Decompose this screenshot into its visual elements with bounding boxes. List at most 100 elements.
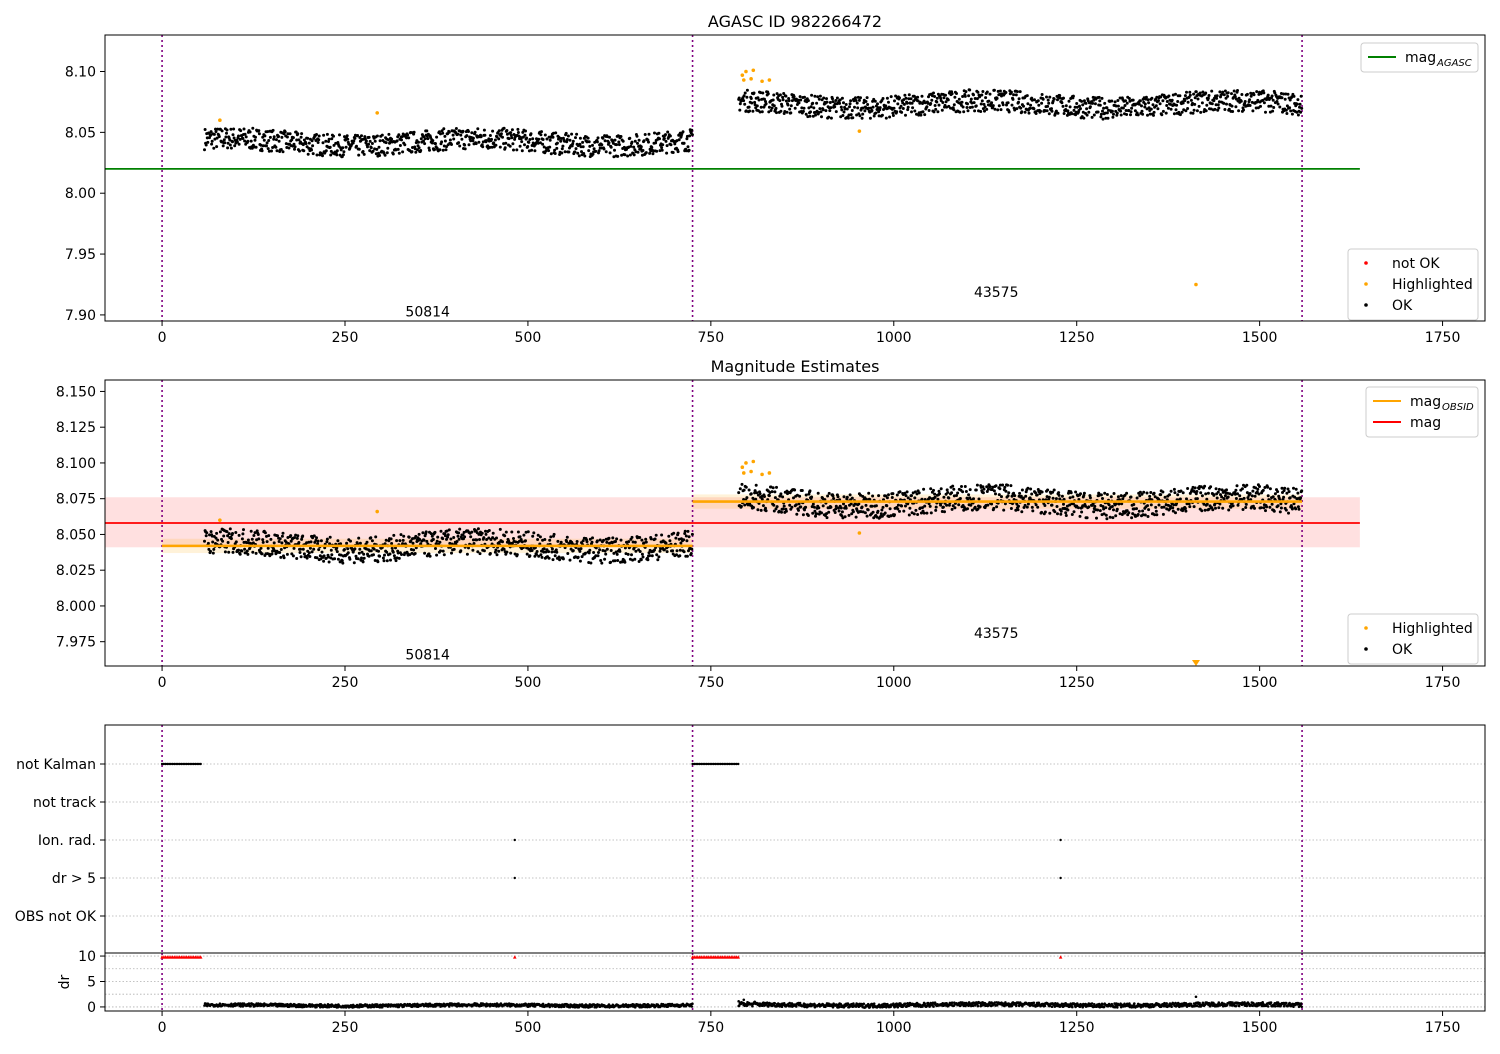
ok-point — [841, 114, 844, 117]
ok-point — [780, 511, 783, 514]
ok-point — [913, 496, 916, 499]
ok-point — [1048, 96, 1051, 99]
ok-point — [638, 139, 641, 142]
ok-point — [743, 504, 746, 507]
ok-point — [913, 110, 916, 113]
ok-point — [346, 134, 349, 137]
ok-point — [928, 109, 931, 112]
ok-point — [1056, 512, 1059, 515]
ok-point — [741, 483, 744, 486]
ok-point — [627, 553, 630, 556]
ok-point — [651, 152, 654, 155]
legend-label: Highlighted — [1392, 277, 1473, 293]
ok-point — [620, 135, 623, 138]
ok-point — [1116, 99, 1119, 102]
ok-point — [1094, 102, 1097, 105]
ok-point — [773, 490, 776, 493]
ok-point — [591, 536, 594, 539]
ok-point — [1234, 489, 1237, 492]
ok-point — [938, 492, 941, 495]
ok-point — [1089, 105, 1092, 108]
ok-point — [947, 98, 950, 101]
ok-point — [1249, 104, 1252, 107]
ok-point — [1217, 103, 1220, 106]
ok-point — [634, 550, 637, 553]
dr-point — [691, 1002, 694, 1005]
ok-point — [972, 93, 975, 96]
ok-point — [812, 106, 815, 109]
ok-point — [739, 102, 742, 105]
ok-point — [243, 548, 246, 551]
flag-point — [200, 763, 202, 765]
ok-point — [802, 110, 805, 113]
ok-point — [267, 139, 270, 142]
ok-point — [962, 106, 965, 109]
ok-point — [1201, 101, 1204, 104]
ok-point — [1185, 91, 1188, 94]
ok-point — [1251, 490, 1254, 493]
y-tick-label: 8.075 — [56, 492, 96, 508]
ok-point — [1098, 96, 1101, 99]
ok-point — [330, 137, 333, 140]
plot-area-agasc — [105, 35, 1360, 321]
legend-label-subscript: AGASC — [1436, 58, 1472, 69]
ok-point — [1241, 487, 1244, 490]
ok-point — [602, 539, 605, 542]
ok-point — [872, 106, 875, 109]
ok-point — [288, 147, 291, 150]
x-tick-label: 750 — [697, 330, 724, 346]
ok-point — [1071, 513, 1074, 516]
ok-point — [1099, 509, 1102, 512]
ok-point — [569, 559, 572, 562]
ok-point — [1218, 488, 1221, 491]
ok-point — [1145, 96, 1148, 99]
ok-point — [1173, 112, 1176, 115]
ok-point — [540, 130, 543, 133]
ok-point — [666, 550, 669, 553]
ok-point — [784, 95, 787, 98]
ok-point — [688, 535, 691, 538]
ok-point — [397, 148, 400, 151]
ok-point — [475, 538, 478, 541]
ok-point — [882, 97, 885, 100]
ok-point — [460, 138, 463, 141]
ok-point — [1214, 108, 1217, 111]
ok-point — [1047, 102, 1050, 105]
ok-point — [772, 486, 775, 489]
ok-point — [436, 536, 439, 539]
ok-point — [1017, 505, 1020, 508]
ok-point — [407, 136, 410, 139]
ok-point — [951, 92, 954, 95]
ok-point — [504, 146, 507, 149]
ok-point — [516, 128, 519, 131]
ok-point — [1064, 511, 1067, 514]
ok-point — [232, 133, 235, 136]
x-tick-label: 1500 — [1242, 330, 1278, 346]
ok-point — [1062, 503, 1065, 506]
ok-point — [578, 154, 581, 157]
ok-point — [341, 146, 344, 149]
ok-point — [827, 116, 830, 119]
ok-point — [846, 496, 849, 499]
ok-point — [400, 553, 403, 556]
ok-point — [1116, 508, 1119, 511]
ok-point — [900, 111, 903, 114]
ok-point — [594, 150, 597, 153]
ok-point — [879, 106, 882, 109]
ok-point — [326, 133, 329, 136]
ok-point — [1039, 110, 1042, 113]
ok-point — [1087, 111, 1090, 114]
ok-point — [1166, 100, 1169, 103]
ok-point — [1167, 95, 1170, 98]
ok-point — [908, 93, 911, 96]
ok-point — [829, 106, 832, 109]
ok-point — [1104, 506, 1107, 509]
ok-point — [847, 117, 850, 120]
ok-point — [400, 533, 403, 536]
ok-point — [772, 94, 775, 97]
ok-point — [846, 108, 849, 111]
ok-point — [650, 146, 653, 149]
ok-point — [587, 149, 590, 152]
ok-point — [226, 129, 229, 132]
